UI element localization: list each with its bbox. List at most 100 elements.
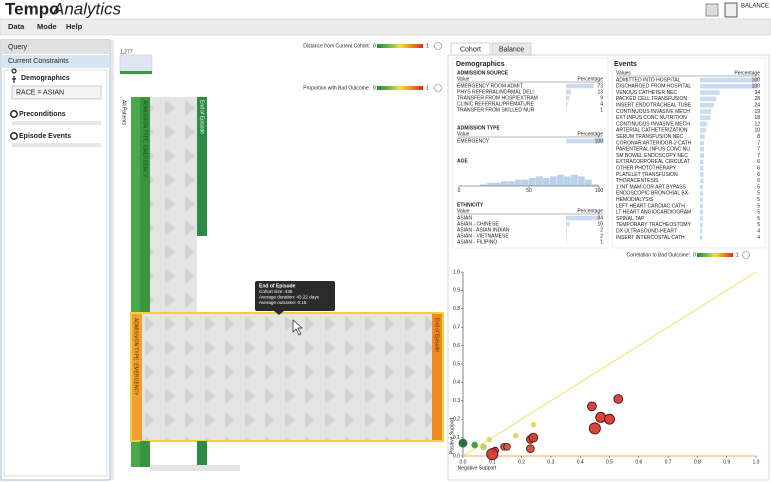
legend-max: 1 (426, 85, 429, 91)
point[interactable] (480, 443, 487, 451)
point[interactable] (526, 444, 535, 453)
point[interactable] (613, 394, 624, 404)
splitter[interactable] (111, 40, 114, 480)
percentage-bar (566, 95, 570, 101)
row-label: 1 INT MAM-COR ART BYPASS (616, 184, 687, 190)
constraint-bar[interactable] (140, 97, 150, 313)
histogram-bar (480, 184, 487, 186)
x-tick-label: 0.3 (547, 459, 554, 465)
tick-label: 50 (526, 188, 532, 194)
row-label: TRANSFER FROM SKILLED NUR (457, 107, 535, 113)
tooltip-line: Average outcome: 0.15 (259, 300, 307, 305)
title-italic: Analytics (52, 0, 122, 18)
tooltip-line: Average duration: 43.22 days (259, 295, 320, 300)
point[interactable] (486, 448, 499, 461)
drop-zone[interactable] (12, 121, 101, 125)
menu-item[interactable]: Help (66, 22, 83, 31)
row-label: DISCHARGED FROM HOSPITAL (616, 84, 691, 90)
row-label: EMERGENCY (457, 138, 490, 144)
point[interactable] (528, 432, 539, 443)
y-tick-label: 0.3 (453, 398, 460, 404)
start-label: All Patients (121, 100, 127, 126)
row-value: 5 (757, 203, 760, 209)
row-label: DX ULTRASOUND-HEART (616, 229, 677, 235)
row-value: 8 (757, 134, 760, 140)
constraint-chip[interactable] (11, 85, 102, 100)
row-label: THORACENTESIS (616, 178, 659, 184)
icon[interactable] (705, 3, 719, 17)
y-tick-label: 0.2 (453, 417, 460, 423)
point[interactable] (486, 436, 493, 443)
percentage-bar (700, 84, 758, 89)
cursor (292, 319, 303, 336)
row-label: ASIAN (457, 215, 472, 221)
row-value: 9 (600, 95, 603, 101)
selected-constraint-bar[interactable] (131, 313, 142, 441)
percentage-bar (700, 197, 703, 202)
percentage-bar (700, 153, 705, 158)
row-value: 7 (757, 153, 760, 159)
info-icon[interactable] (434, 42, 442, 50)
point[interactable] (588, 422, 601, 435)
query-tab[interactable] (1, 40, 110, 54)
tab[interactable] (450, 42, 491, 56)
end-bar[interactable] (197, 441, 207, 467)
percentage-bar (566, 101, 568, 107)
x-axis-label: Negative Support (458, 465, 497, 471)
row-value: 2 (600, 233, 603, 239)
point[interactable] (471, 441, 479, 449)
section-header[interactable] (1, 55, 110, 68)
point[interactable] (458, 438, 468, 448)
balance-icon[interactable] (724, 2, 738, 18)
point[interactable] (587, 401, 597, 412)
y-tick-label: 0.7 (453, 325, 460, 331)
x-tick-label: 0.6 (635, 459, 642, 465)
point[interactable] (530, 421, 537, 428)
end-bar[interactable] (197, 97, 207, 236)
row-value: 1 (600, 239, 603, 245)
tooltip-pointer (274, 311, 284, 315)
percentage-bar (566, 215, 598, 221)
constraints-box (3, 69, 108, 477)
timeline-gap (150, 97, 197, 313)
histogram-bar (578, 176, 585, 186)
x-tick-label: 0.0 (460, 459, 467, 465)
all-patients-bar[interactable] (131, 97, 140, 467)
histogram-bar (487, 182, 494, 186)
info-icon[interactable] (434, 84, 442, 92)
selected-end-label: End of Episode (434, 318, 440, 352)
section-title: ADMISSION TYPE (457, 125, 500, 131)
tab[interactable] (491, 42, 532, 56)
section-label: Current Constraints (8, 58, 69, 65)
drop-zone[interactable] (12, 143, 101, 147)
selected-end-bar[interactable] (432, 313, 443, 441)
reference-line (462, 271, 757, 457)
percentage-bar (700, 191, 703, 196)
percentage-bar (566, 221, 570, 227)
point[interactable] (595, 411, 607, 423)
query-label: Query (8, 44, 28, 51)
row-value: 19 (754, 109, 760, 115)
constraint-label: RACE = ASIAN (16, 89, 64, 96)
legend-label: Distance from Current Cohort: (303, 43, 370, 49)
point[interactable] (604, 413, 615, 425)
row-value: 1 (600, 107, 603, 113)
row-value: 7 (757, 147, 760, 153)
x-tick-label: 0.5 (606, 459, 613, 465)
percentage-bar (700, 77, 758, 83)
tab-label: Cohort (460, 46, 481, 53)
info-icon[interactable] (742, 251, 750, 259)
selected-constraint-label: ADMISSION TYPE: EMERGENCY (133, 318, 139, 396)
legend-min: 0 (373, 43, 376, 49)
point[interactable] (513, 433, 519, 439)
percentage-bar (700, 216, 703, 221)
column-header: Percentage (577, 208, 603, 214)
x-tick-label: 0.4 (577, 459, 584, 465)
point[interactable] (503, 443, 511, 451)
percentage-bar (566, 83, 594, 89)
constraint-bar[interactable] (140, 441, 150, 467)
menu-item[interactable]: Mode (37, 22, 57, 31)
menu-item[interactable]: Data (8, 22, 25, 31)
row-label: PACKED CELL TRANSFUSION (616, 96, 687, 102)
row-value: 5 (757, 216, 760, 222)
